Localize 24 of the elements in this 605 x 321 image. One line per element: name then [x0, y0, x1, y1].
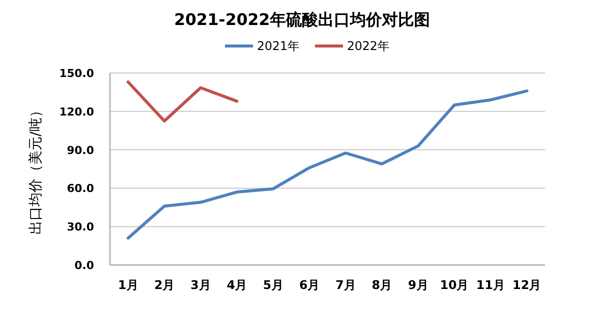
x-tick-label: 6月: [299, 278, 320, 292]
line-series: [126, 89, 528, 240]
chart-title: 2021-2022年硫酸出口均价对比图: [174, 10, 430, 29]
x-tick-label: 2月: [154, 278, 175, 292]
y-tick-label: 150.0: [59, 67, 94, 80]
x-tick-label: 1月: [118, 278, 138, 292]
x-tick-label: 5月: [262, 278, 284, 292]
y-tick-label: 90.0: [66, 144, 94, 157]
x-tick-label: 8月: [372, 278, 392, 292]
x-tick-label: 9月: [408, 278, 428, 292]
x-tick-label: 12月: [512, 278, 542, 292]
legend-label: 2021年: [257, 39, 300, 53]
line-series: [126, 80, 238, 122]
y-tick-label: 30.0: [66, 220, 94, 234]
y-axis-title: 出口均价（美元/吨）: [28, 104, 44, 234]
x-tick-label: 3月: [190, 278, 211, 292]
legend-label: 2022年: [347, 39, 390, 53]
x-tick-label: 4月: [226, 278, 248, 292]
y-tick-label: 120.0: [59, 105, 94, 118]
x-tick-label: 7月: [335, 278, 356, 292]
x-tick-label: 10月: [440, 278, 469, 292]
y-tick-label: 60.0: [66, 182, 94, 196]
y-tick-label: 0.0: [74, 259, 94, 272]
x-tick-label: 11月: [476, 278, 505, 292]
